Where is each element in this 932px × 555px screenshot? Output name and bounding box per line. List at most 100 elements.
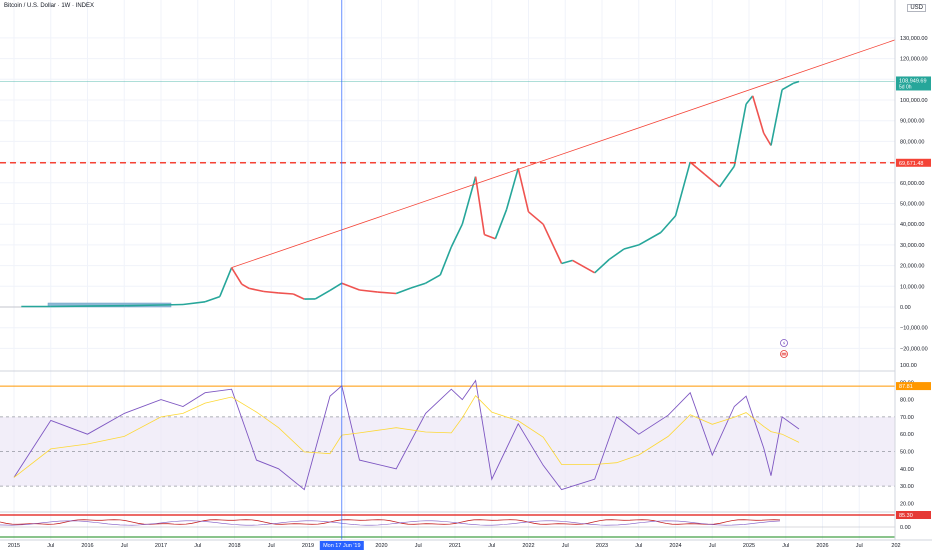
time-tick-label: 2019 (302, 543, 314, 549)
osc-marker-label: 85.30 (899, 513, 913, 519)
price-tick-label: 30,000.00 (900, 243, 924, 249)
price-segment (484, 235, 495, 239)
price-segment (734, 104, 746, 166)
time-tick-label: Jul (635, 543, 642, 549)
price-segment (396, 288, 411, 294)
price-tick-label: 50,000.00 (900, 202, 924, 208)
flag-icon (781, 351, 788, 358)
time-tick-label: 2016 (81, 543, 93, 549)
price-segment (562, 260, 573, 263)
price-tick-label: −10,000.00 (900, 326, 928, 332)
time-tick-label: Jul (856, 543, 863, 549)
time-axis-bg (0, 540, 932, 550)
price-segment (676, 162, 691, 216)
price-segment (782, 83, 793, 89)
price-segment (440, 247, 451, 275)
rsi-tick-label: 40.00 (900, 467, 914, 473)
price-tick-label: −20,000.00 (900, 346, 928, 352)
rsi-tick-label: 50.00 (900, 450, 914, 456)
price-tick-label: 0.00 (900, 305, 911, 311)
time-tick-label: 2018 (228, 543, 240, 549)
time-tick-label: 2023 (596, 543, 608, 549)
time-tick-label: Jul (488, 543, 495, 549)
price-segment (793, 82, 799, 84)
price-segment (264, 292, 279, 293)
last-price-countdown: 5d 0h (899, 84, 912, 90)
price-tick-label: 90,000.00 (900, 119, 924, 125)
time-tick-label: 2022 (522, 543, 534, 549)
price-tick-label: 40,000.00 (900, 222, 924, 228)
osc-line (0, 520, 780, 525)
rsi-pane (0, 381, 895, 490)
price-segment (753, 96, 764, 133)
time-tick-label: 2020 (375, 543, 387, 549)
price-segment (293, 294, 304, 299)
crosshair-date-label: Mon 17 Jun '19 (323, 543, 360, 549)
price-segment (360, 290, 378, 292)
time-tick-label: 2024 (669, 543, 681, 549)
flag-stripe-icon (782, 353, 787, 354)
price-segment (249, 288, 264, 291)
price-tick-label: 120,000.00 (900, 57, 928, 63)
time-axis: 2015 Jul 2016 Jul 2017 Jul 2018 Jul 2019 Jul 2020 J… (0, 540, 932, 550)
price-segment (720, 166, 735, 187)
rsi-tick-label: 100.00 (900, 363, 917, 369)
price-segment (690, 162, 705, 174)
price-segment (609, 249, 624, 259)
time-tick-label: 2025 (743, 543, 755, 549)
time-tick-label: Jul (562, 543, 569, 549)
price-tick-label: 60,000.00 (900, 181, 924, 187)
time-tick-label: 2015 (8, 543, 20, 549)
time-tick-label: 202 (891, 543, 900, 549)
rsi-tick-label: 30.00 (900, 484, 914, 490)
price-segment (529, 212, 544, 224)
price-segment (624, 245, 639, 249)
price-segment (462, 177, 475, 225)
price-segment (771, 90, 782, 146)
price-segment (161, 305, 183, 306)
time-tick-label: Jul (415, 543, 422, 549)
price-segment (451, 224, 462, 247)
time-tick-label: 2026 (816, 543, 828, 549)
currency-selector[interactable]: USD (907, 4, 926, 12)
price-segment (518, 168, 528, 212)
oscillator-pane (0, 515, 895, 537)
price-segment (764, 133, 771, 145)
flag-stripe-icon (782, 354, 787, 355)
price-tick-label: 20,000.00 (900, 264, 924, 270)
time-tick-label: Jul (782, 543, 789, 549)
price-tick-label: 80,000.00 (900, 139, 924, 145)
price-segment (124, 305, 161, 306)
resistance-label: 69,671.48 (899, 161, 923, 167)
time-tick-label: 2017 (155, 543, 167, 549)
price-segment (378, 292, 396, 293)
price-segment (426, 275, 441, 283)
price-tick-label: 10,000.00 (900, 284, 924, 290)
chart-title: Bitcoin / U.S. Dollar · 1W · INDEX (4, 3, 94, 9)
rsi-tick-label: 60.00 (900, 432, 914, 438)
price-segment (476, 177, 485, 235)
time-tick-label: Jul (194, 543, 201, 549)
rsi-marker-label: 87.81 (899, 384, 913, 390)
price-segment (205, 297, 220, 302)
time-tick-label: Jul (47, 543, 54, 549)
rsi-tick-label: 20.00 (900, 501, 914, 507)
price-segment (573, 260, 595, 272)
rsi-tick-label: 70.00 (900, 415, 914, 421)
time-tick-label: 2021 (449, 543, 461, 549)
time-tick-label: Jul (709, 543, 716, 549)
trend-line (232, 40, 895, 268)
price-series (0, 82, 799, 308)
price-segment (232, 268, 242, 285)
price-segment (279, 293, 294, 294)
osc-zero-label: 0.00 (900, 525, 911, 531)
time-tick-label: Jul (268, 543, 275, 549)
price-segment (220, 268, 232, 297)
price-segment (639, 233, 661, 245)
price-segment (315, 290, 330, 299)
price-segment (543, 224, 561, 263)
price-tick-label: 100,000.00 (900, 98, 928, 104)
price-segment (183, 302, 205, 305)
